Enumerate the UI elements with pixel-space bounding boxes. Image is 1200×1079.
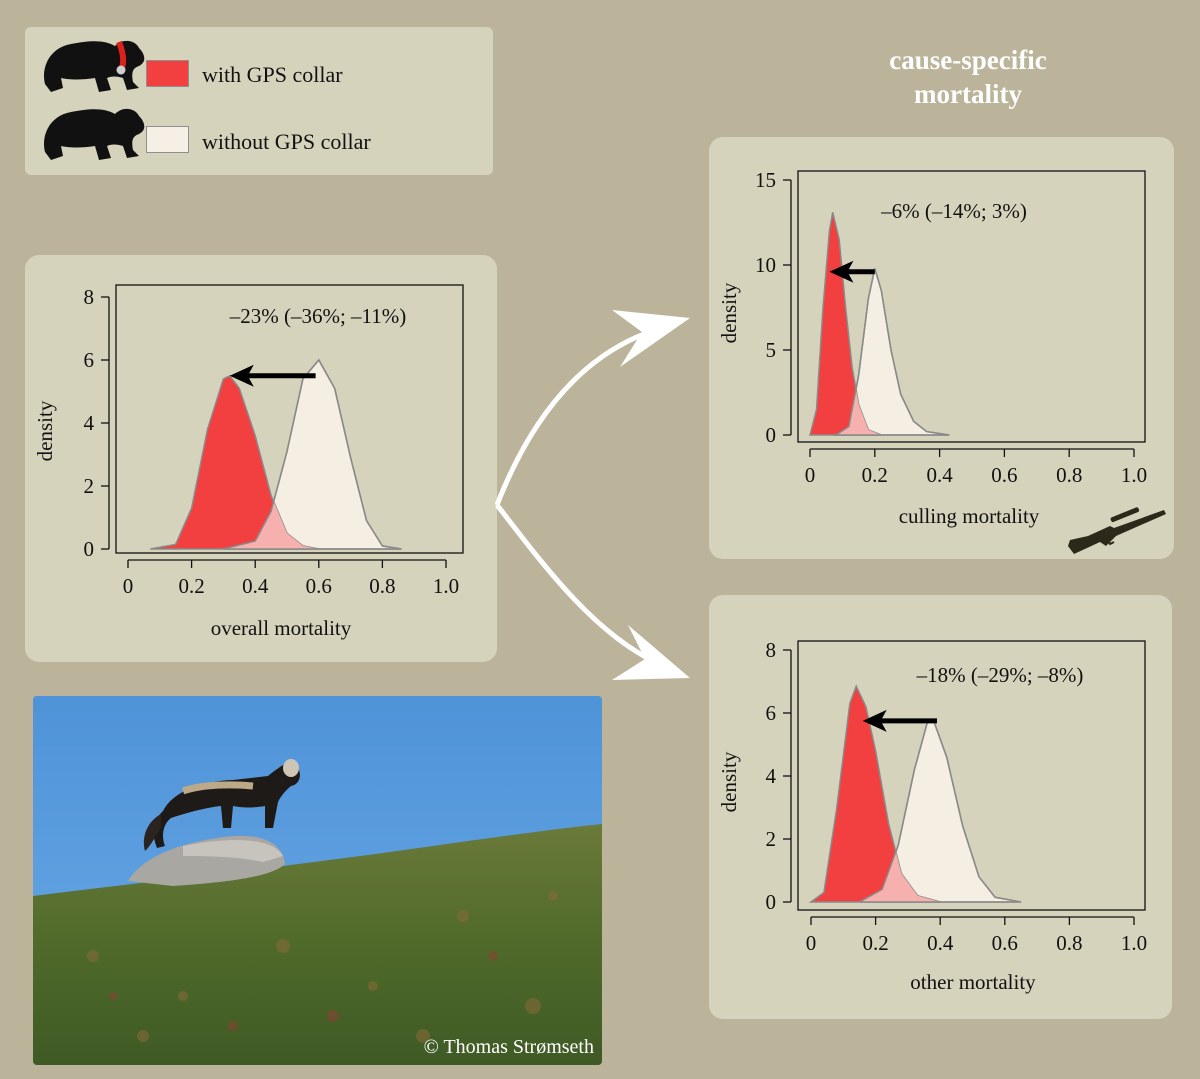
heading-line-2: mortality <box>914 79 1022 109</box>
series-without-collar-outline <box>223 358 402 550</box>
x-tick-label: 0.4 <box>926 463 953 487</box>
plot-frame <box>115 284 464 554</box>
arrowhead-culling-icon <box>612 310 690 367</box>
x-tick-label: 0.8 <box>369 574 395 598</box>
x-axis-label: culling mortality <box>899 504 1040 528</box>
x-axis-label: other mortality <box>910 970 1036 994</box>
x-tick-label: 0 <box>805 463 816 487</box>
y-tick-label: 5 <box>766 338 777 362</box>
shift-arrowhead-icon <box>229 364 254 387</box>
x-tick-label: 1.0 <box>433 574 459 598</box>
x-tick-label: 0.6 <box>991 463 1017 487</box>
x-tick-label: 0.2 <box>862 931 888 955</box>
arrowhead-other-icon <box>612 625 690 680</box>
x-tick-label: 1.0 <box>1121 931 1147 955</box>
y-tick-label: 8 <box>766 638 777 662</box>
x-tick-label: 0.8 <box>1056 463 1082 487</box>
series-without-collar-outline <box>859 720 1022 903</box>
photo-credit: © Thomas Strømseth <box>423 1036 594 1058</box>
without-collar-label: without GPS collar <box>202 129 371 154</box>
plot-frame <box>797 640 1146 911</box>
shift-arrowhead-icon <box>862 709 887 732</box>
heading-line-1: cause-specific <box>889 45 1047 75</box>
y-tick-label: 6 <box>766 701 777 725</box>
culling-mortality-panel <box>709 137 1174 559</box>
y-axis-label: density <box>717 751 741 812</box>
with-collar-label: with GPS collar <box>202 62 343 87</box>
y-axis-label: density <box>717 282 741 343</box>
effect-annotation: –6% (–14%; 3%) <box>880 199 1027 223</box>
wolverine-icon <box>44 108 145 160</box>
arrow-to-other <box>495 503 657 665</box>
series-with-collar-area <box>150 374 319 550</box>
y-tick-label: 0 <box>84 537 95 561</box>
x-tick-label: 1.0 <box>1121 463 1147 487</box>
rifle-icon <box>1068 507 1166 554</box>
x-tick-label: 0.4 <box>927 931 954 955</box>
plot-frame <box>797 170 1146 443</box>
y-axis-label: density <box>33 400 57 461</box>
y-tick-label: 0 <box>766 890 777 914</box>
wolverine-photo: © Thomas Strømseth <box>33 696 602 1065</box>
x-tick-label: 0 <box>806 931 817 955</box>
photo-scene <box>33 696 602 1065</box>
y-tick-label: 8 <box>84 285 95 309</box>
x-tick-label: 0.4 <box>242 574 269 598</box>
x-tick-label: 0.8 <box>1056 931 1082 955</box>
y-tick-label: 10 <box>755 253 776 277</box>
y-tick-label: 0 <box>766 423 777 447</box>
x-tick-label: 0.2 <box>178 574 204 598</box>
x-tick-label: 0.6 <box>992 931 1018 955</box>
with-collar-swatch <box>146 60 189 87</box>
series-without-collar-outline <box>833 268 950 436</box>
effect-annotation: –23% (–36%; –11%) <box>229 304 407 328</box>
series-with-collar-area <box>808 684 941 903</box>
y-tick-label: 4 <box>766 764 777 788</box>
y-tick-label: 2 <box>766 827 777 851</box>
without-collar-swatch <box>146 126 189 153</box>
y-tick-label: 2 <box>84 474 95 498</box>
cause-specific-heading: cause-specific mortality <box>840 43 1096 111</box>
shift-arrowhead-icon <box>829 260 854 283</box>
y-tick-label: 15 <box>755 168 776 192</box>
collared-wolverine-icon <box>44 40 145 92</box>
effect-annotation: –18% (–29%; –8%) <box>916 663 1084 687</box>
y-tick-label: 6 <box>84 348 95 372</box>
y-tick-label: 4 <box>84 411 95 435</box>
x-tick-label: 0.2 <box>862 463 888 487</box>
x-axis-label: overall mortality <box>211 616 352 640</box>
arrow-to-culling <box>494 327 656 506</box>
legend-panel: with GPS collar without GPS collar <box>25 27 493 175</box>
x-tick-label: 0.6 <box>306 574 332 598</box>
x-tick-label: 0 <box>123 574 134 598</box>
